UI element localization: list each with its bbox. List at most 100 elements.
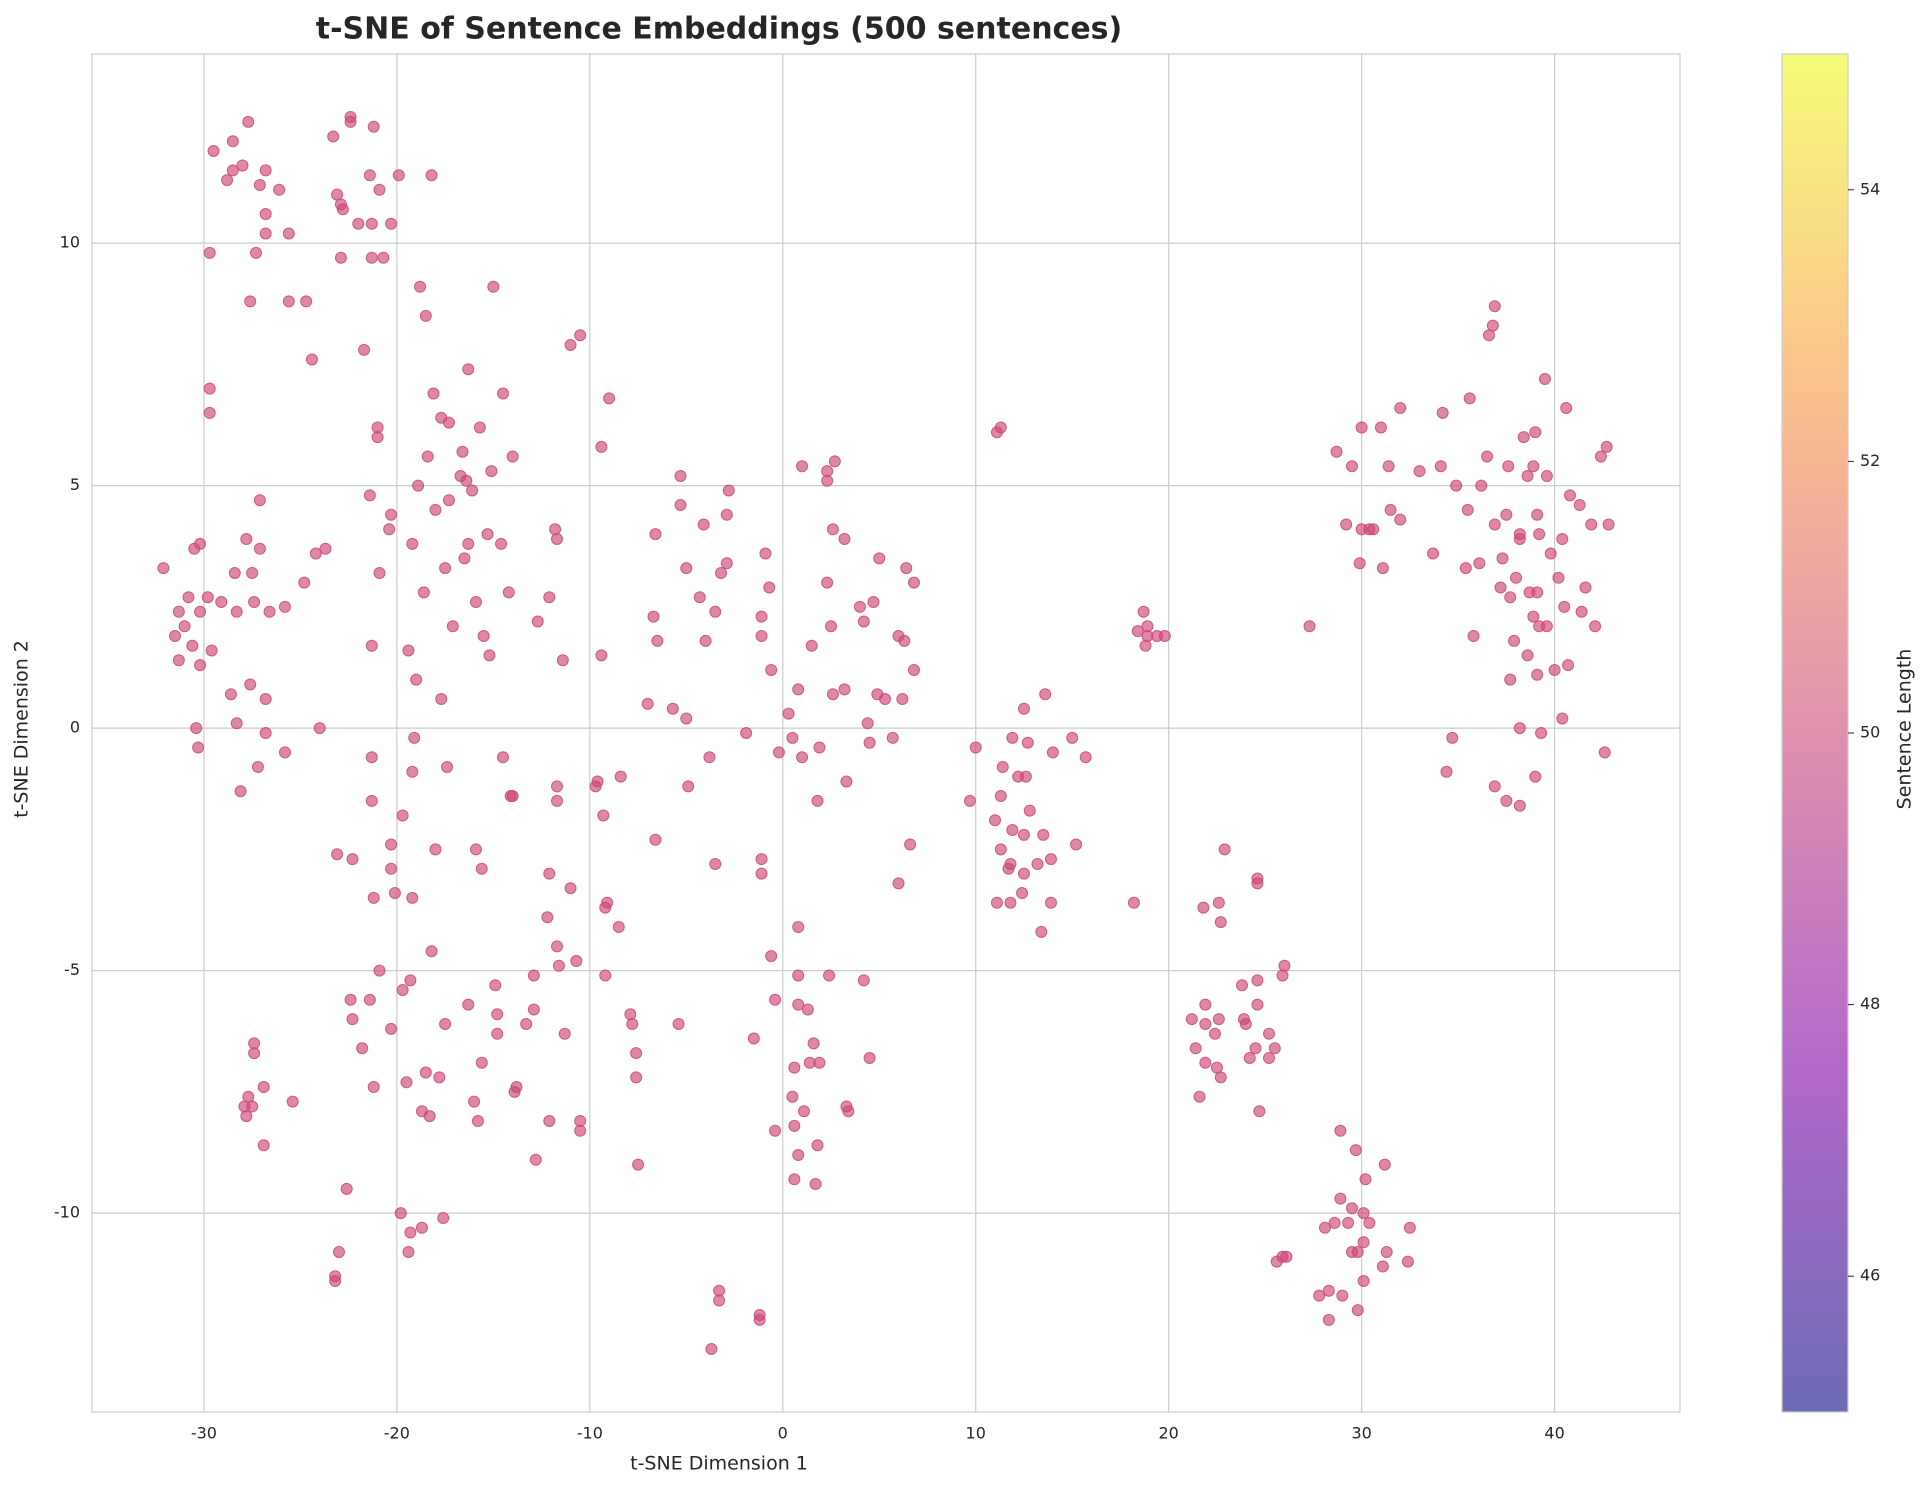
point (1193, 1090, 1206, 1103)
point (417, 586, 430, 599)
point (363, 489, 376, 502)
point (496, 751, 509, 764)
point (990, 426, 1003, 439)
point (365, 794, 378, 807)
point (224, 688, 237, 701)
point (813, 741, 826, 754)
point (1540, 469, 1553, 482)
point (792, 969, 805, 982)
point (263, 605, 276, 618)
point (1021, 736, 1034, 749)
point (460, 474, 473, 487)
point (1070, 838, 1083, 851)
point (990, 896, 1003, 909)
point (506, 450, 519, 463)
point (907, 576, 920, 589)
point (755, 853, 768, 866)
point (439, 1018, 452, 1030)
point (1374, 421, 1387, 434)
point (433, 1071, 446, 1084)
x-tick-label: -10 (577, 1424, 603, 1443)
point (344, 115, 357, 128)
point (1139, 639, 1152, 652)
point (549, 523, 562, 536)
point (697, 518, 710, 531)
point (599, 901, 612, 914)
point (520, 1018, 533, 1030)
point (709, 605, 722, 618)
y-tick-label: 5 (70, 475, 80, 494)
point (346, 1013, 359, 1026)
point (1251, 998, 1264, 1011)
point (570, 954, 583, 967)
point (1031, 857, 1044, 870)
point (1513, 533, 1526, 545)
point (1340, 518, 1353, 531)
point (769, 1124, 782, 1137)
point (630, 1071, 643, 1084)
point (221, 174, 234, 187)
point (230, 717, 243, 730)
point (385, 1022, 398, 1035)
point (157, 562, 170, 575)
point (358, 343, 371, 356)
point (1529, 426, 1542, 439)
point (1006, 731, 1019, 744)
point (792, 921, 805, 933)
point (495, 537, 508, 550)
point (892, 877, 905, 890)
point (857, 615, 870, 628)
point (796, 751, 809, 764)
point (1359, 1173, 1372, 1186)
point (1349, 1144, 1362, 1157)
point (475, 862, 488, 875)
point (647, 610, 660, 623)
point (456, 445, 469, 458)
point (1322, 1313, 1335, 1326)
colorbar-tick-label: 52 (1860, 451, 1880, 470)
point (551, 533, 564, 545)
point (1131, 625, 1144, 638)
point (1214, 916, 1227, 929)
point (385, 508, 398, 521)
point (715, 566, 728, 579)
point (334, 251, 347, 264)
point (1137, 605, 1150, 618)
point (365, 251, 378, 264)
point (429, 503, 442, 516)
point (1556, 533, 1569, 545)
point (867, 596, 880, 609)
point (458, 552, 471, 565)
point (491, 1008, 504, 1021)
point (1278, 959, 1291, 972)
point (367, 1081, 380, 1094)
point (1427, 547, 1440, 560)
point (404, 1226, 417, 1239)
point (994, 790, 1007, 803)
point (508, 1085, 521, 1098)
point (336, 203, 349, 216)
point (1023, 804, 1036, 817)
point (425, 945, 438, 958)
point (406, 537, 419, 550)
point (1017, 828, 1030, 841)
point (963, 794, 976, 807)
point (853, 600, 866, 613)
point (248, 1047, 261, 1060)
point (838, 533, 851, 545)
point (543, 867, 556, 880)
point (226, 135, 239, 148)
point (1508, 634, 1521, 647)
point (190, 722, 203, 735)
point (740, 727, 753, 739)
point (1575, 605, 1588, 618)
point (753, 1313, 766, 1326)
point (1481, 450, 1494, 463)
point (215, 596, 228, 609)
point (1556, 712, 1569, 725)
point (1019, 770, 1032, 783)
point (1463, 392, 1476, 405)
point (250, 246, 263, 259)
point (410, 673, 423, 686)
point (421, 450, 434, 463)
